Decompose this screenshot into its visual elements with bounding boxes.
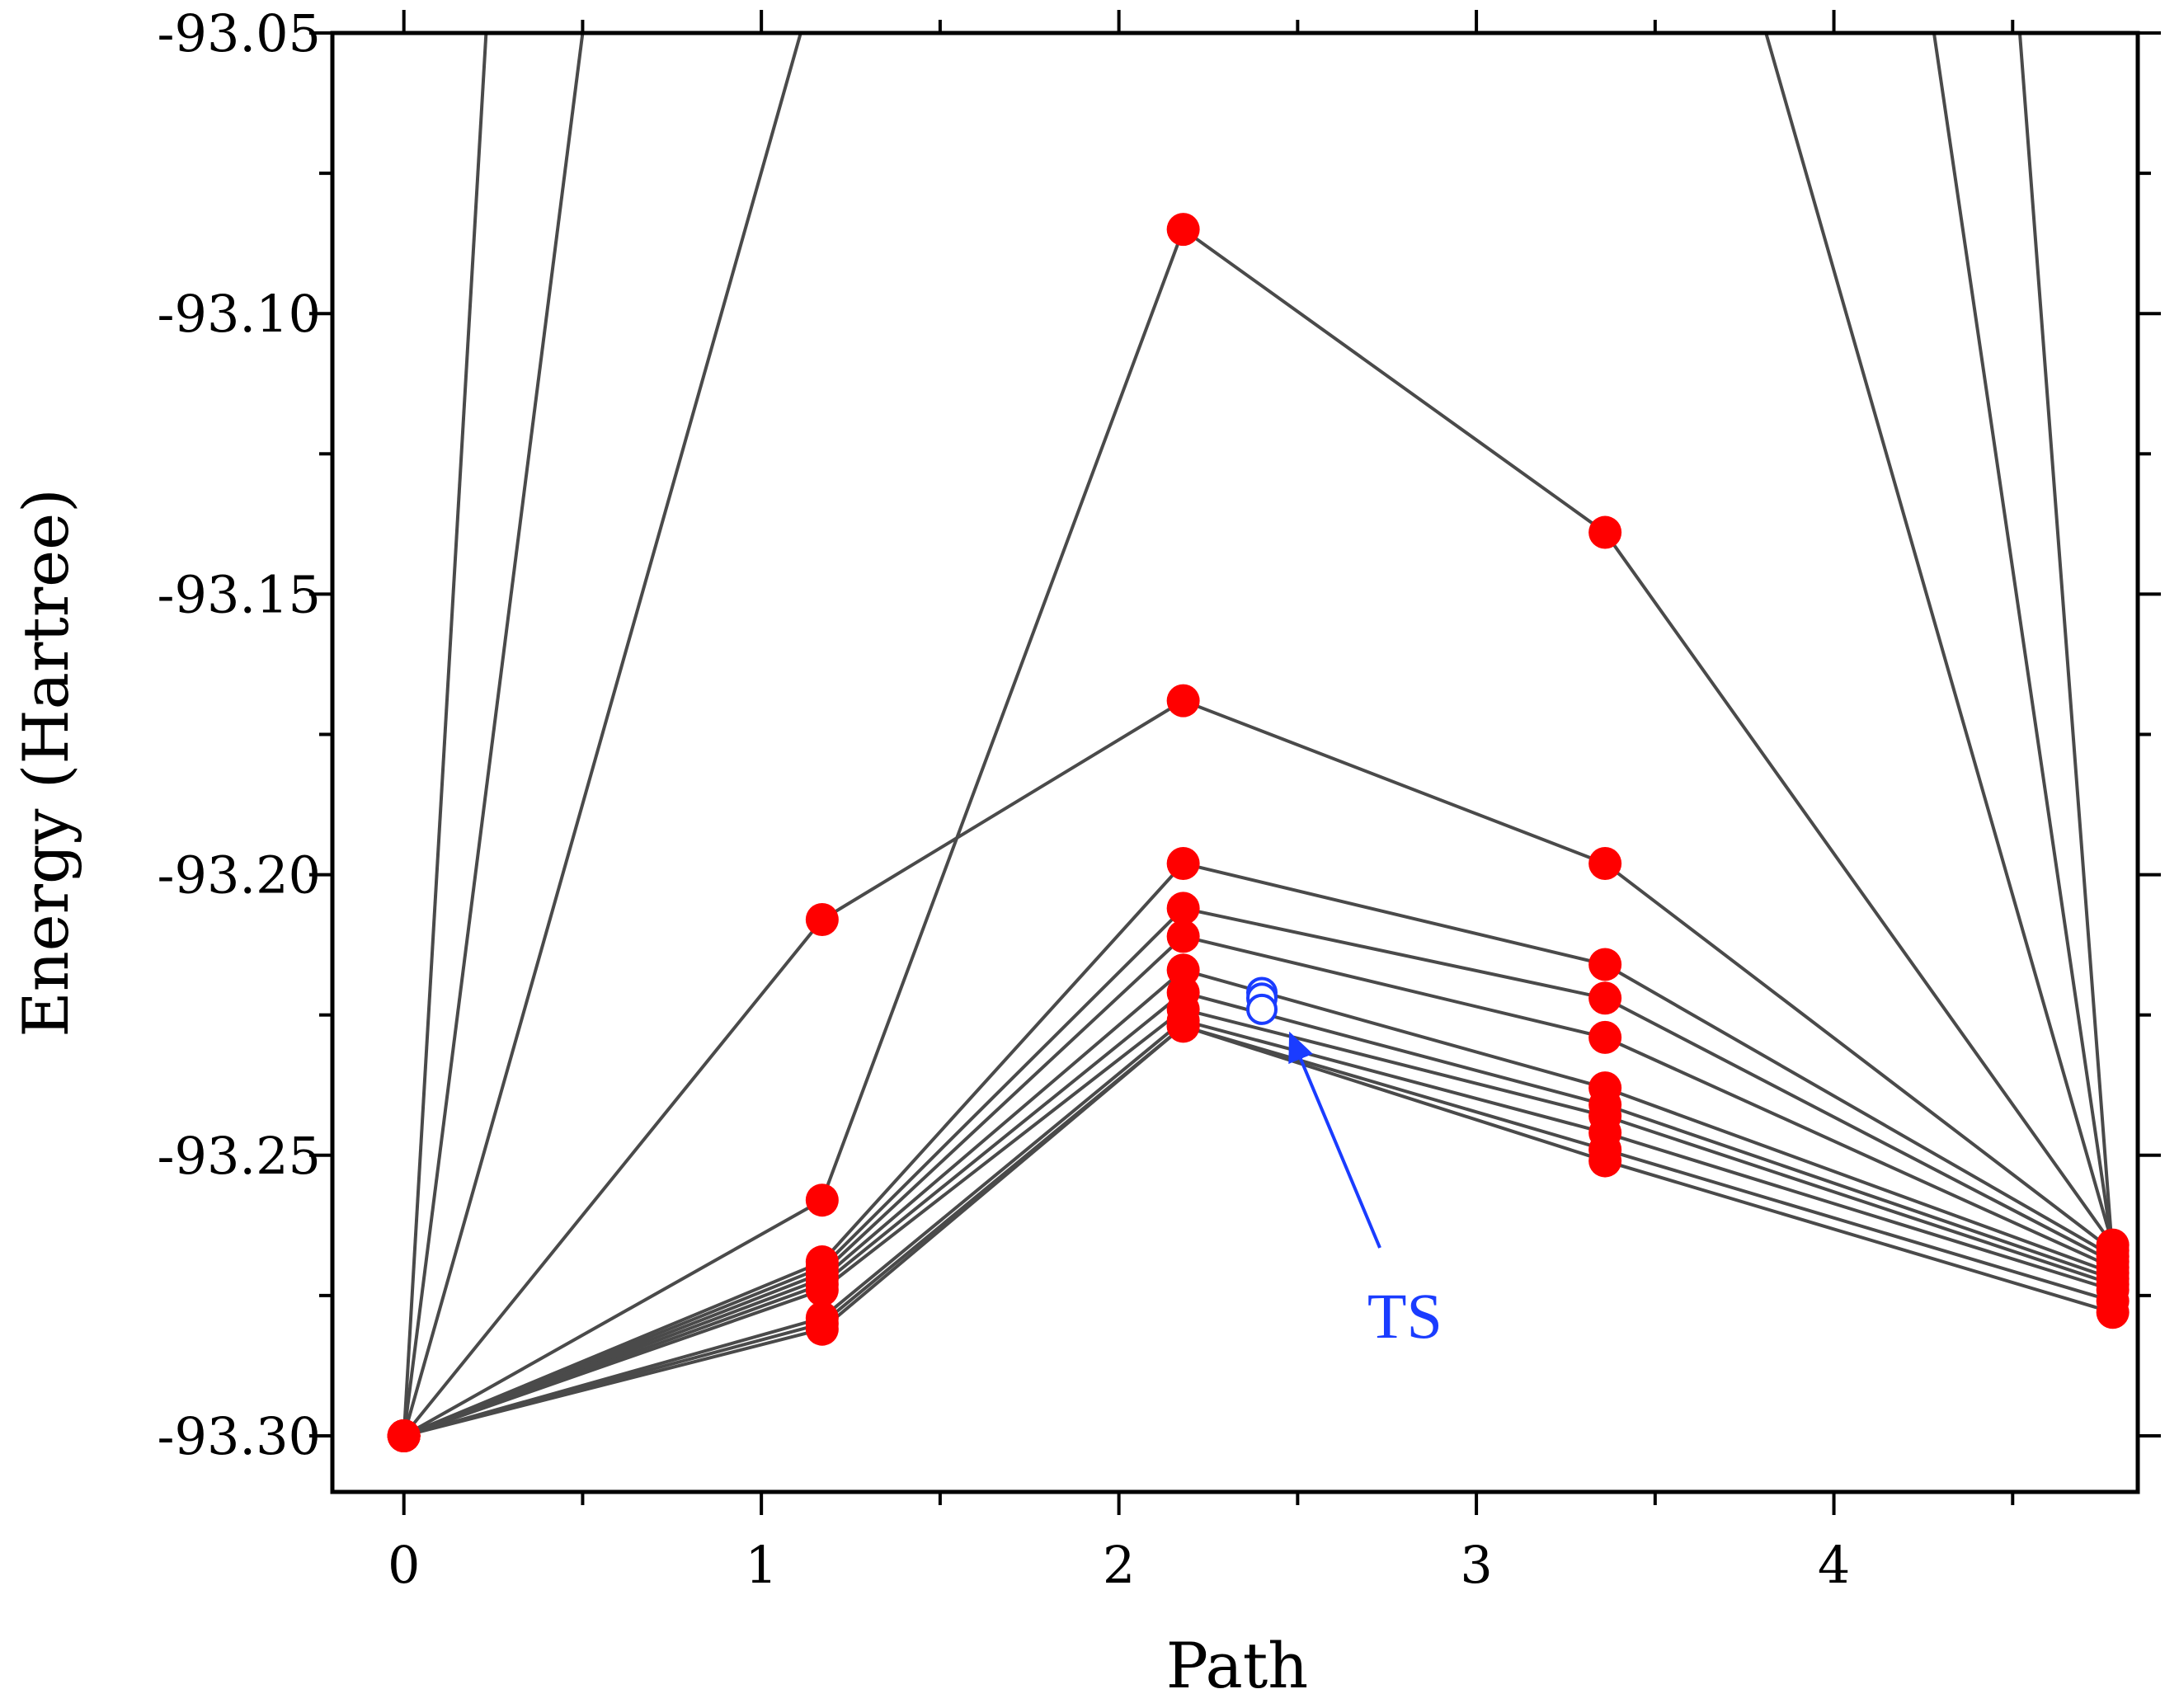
series-line-1 xyxy=(402,699,2114,1437)
steep-line-0 xyxy=(402,33,488,1437)
y-tick-label-0: -93.30 xyxy=(158,1406,321,1466)
data-point-0-3 xyxy=(1588,515,1622,549)
series-line-9 xyxy=(403,1024,2114,1437)
ticks-layer: 0 1 2 3 4 -93.30 -93.25 -93.20 -93.15 -93.10 -93.0… xyxy=(158,3,2161,1595)
steep-line-1 xyxy=(402,33,585,1437)
x-tick-label-4: 4 xyxy=(1818,1535,1850,1595)
ts-point-2 xyxy=(1246,993,1278,1025)
lines-layer xyxy=(402,33,2115,1437)
y-tick-label-1: -93.25 xyxy=(158,1126,321,1186)
data-point-10-3 xyxy=(1588,1144,1622,1178)
markers-layer xyxy=(387,213,2130,1452)
data-point-3-2 xyxy=(1166,892,1200,925)
ts-layer xyxy=(1246,976,1381,1249)
steep-line-3 xyxy=(1764,33,2115,1246)
steep-line-4 xyxy=(1932,33,2115,1251)
plot-frame xyxy=(330,31,2140,1494)
y-axis-title: Energy (Hartree) xyxy=(9,488,82,1038)
y-tick-label-5: -93.05 xyxy=(158,3,321,64)
data-point-10-1 xyxy=(805,1312,839,1346)
data-point-7-1 xyxy=(805,1273,839,1307)
data-point-2-2 xyxy=(1166,846,1200,880)
x-axis-title: Path xyxy=(1166,1629,1309,1702)
data-point-1-3 xyxy=(1588,846,1622,880)
data-point-0-1 xyxy=(805,1183,839,1217)
data-point-0-2 xyxy=(1166,213,1200,247)
series-line-0 xyxy=(402,226,2115,1437)
steep-line-2 xyxy=(402,33,802,1437)
data-point-4-3 xyxy=(1588,1020,1622,1054)
series-line-10 xyxy=(403,1024,2114,1437)
x-tick-label-2: 2 xyxy=(1103,1535,1135,1595)
data-point-2-3 xyxy=(1588,948,1622,981)
steep-line-5 xyxy=(2017,33,2115,1257)
data-point-1-2 xyxy=(1166,684,1200,718)
y-tick-label-4: -93.10 xyxy=(158,284,321,344)
data-point-10-2 xyxy=(1166,1009,1200,1043)
x-tick-label-1: 1 xyxy=(745,1535,777,1595)
data-point-3-3 xyxy=(1588,981,1622,1015)
data-point-10-4 xyxy=(2096,1296,2130,1329)
data-point-1-1 xyxy=(805,903,839,937)
data-point-4-2 xyxy=(1166,920,1200,953)
y-tick-label-2: -93.20 xyxy=(158,845,321,906)
data-point-10-0 xyxy=(387,1419,421,1452)
x-tick-label-3: 3 xyxy=(1460,1535,1492,1595)
x-tick-label-0: 0 xyxy=(388,1535,420,1595)
ts-arrow xyxy=(1288,1031,1381,1249)
y-tick-label-3: -93.15 xyxy=(158,564,321,624)
series-line-8 xyxy=(403,1019,2114,1437)
ts-annotation-label: TS xyxy=(1367,1280,1442,1352)
